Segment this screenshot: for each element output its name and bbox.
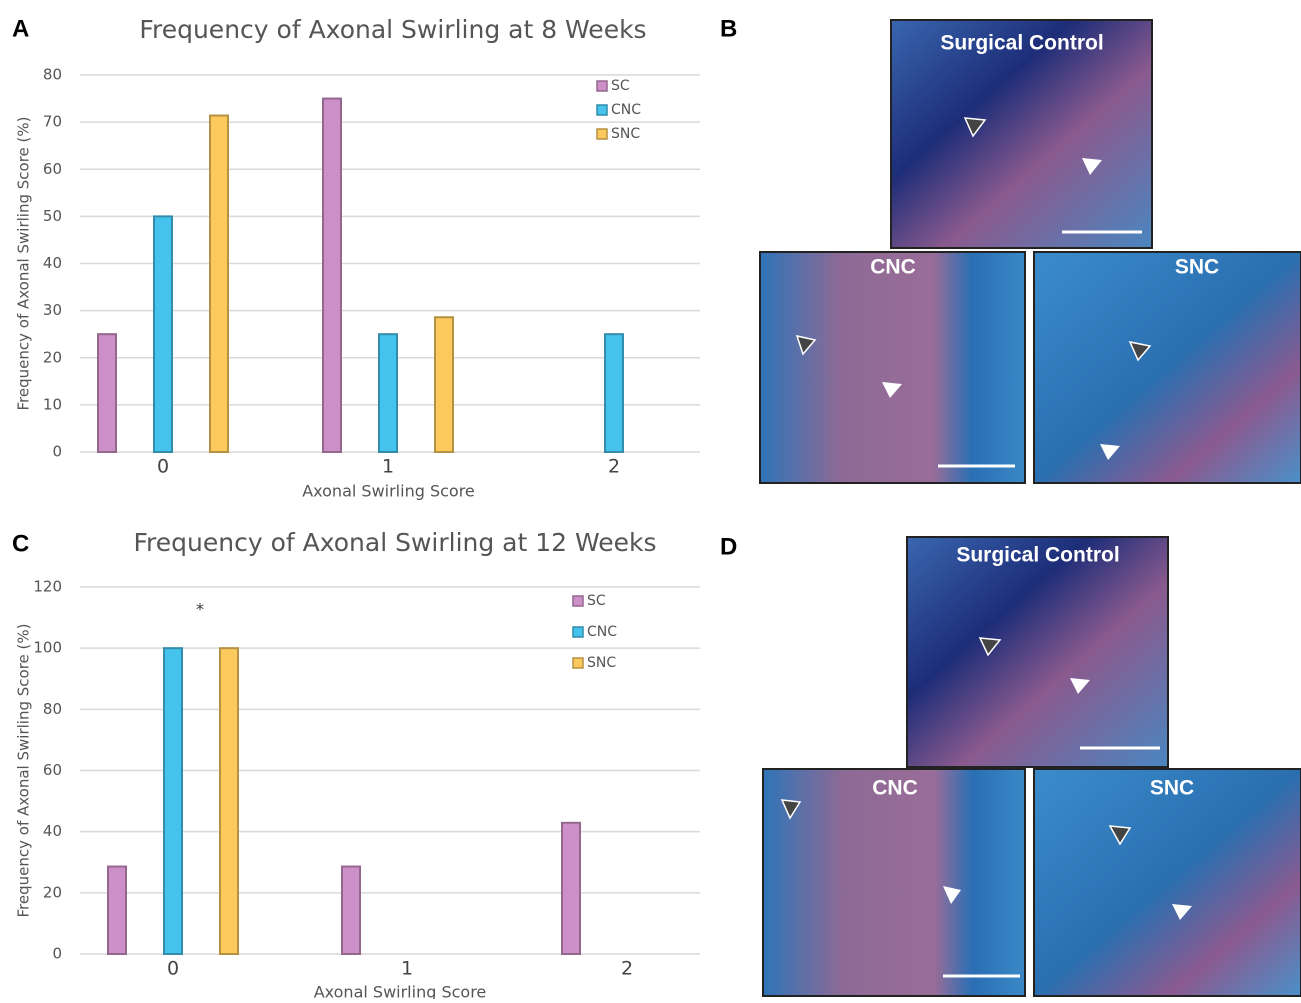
legend-swatch xyxy=(597,81,607,91)
y-tick-label: 120 xyxy=(33,578,62,596)
bar xyxy=(562,823,580,954)
x-tick-label: 1 xyxy=(382,456,394,478)
y-tick-label: 40 xyxy=(43,254,62,272)
y-axis-label: Frequency of Axonal Swirling Score (%) xyxy=(15,117,33,411)
x-tick-label: 2 xyxy=(608,456,620,478)
legend-label: CNC xyxy=(611,102,641,118)
legend-label: CNC xyxy=(587,624,617,640)
bar xyxy=(220,648,238,954)
micrograph xyxy=(1034,252,1301,483)
micrograph xyxy=(907,537,1168,767)
x-tick-label: 2 xyxy=(621,958,633,980)
y-tick-label: 20 xyxy=(43,883,62,901)
micrograph-group: Surgical Control CNC SNC xyxy=(760,20,1301,483)
image-label: SNC xyxy=(1150,777,1194,800)
bar xyxy=(98,334,116,452)
legend-swatch xyxy=(597,129,607,139)
image-label: SNC xyxy=(1175,256,1219,279)
panel-label: C xyxy=(12,530,29,557)
y-tick-label: 0 xyxy=(52,945,62,963)
chart: Frequency of Axonal Swirling at 12 Weeks… xyxy=(15,528,701,999)
bar xyxy=(164,648,182,954)
micrograph xyxy=(1034,769,1301,996)
legend-swatch xyxy=(597,105,607,115)
bar xyxy=(210,116,228,452)
bar xyxy=(379,334,397,452)
legend-label: SC xyxy=(587,593,606,609)
y-tick-label: 80 xyxy=(43,700,62,718)
bar xyxy=(154,216,172,452)
chart: Frequency of Axonal Swirling at 8 Weeks 0… xyxy=(15,15,701,501)
bar xyxy=(323,99,341,452)
x-axis-label: Axonal Swirling Score xyxy=(302,482,475,501)
legend-label: SC xyxy=(611,78,630,94)
legend-swatch xyxy=(573,596,583,606)
y-tick-label: 30 xyxy=(43,301,62,319)
x-tick-label: 0 xyxy=(157,456,169,478)
image-label: Surgical Control xyxy=(956,544,1119,567)
y-tick-label: 100 xyxy=(33,639,62,657)
micrograph-group: Surgical Control CNC SNC xyxy=(763,537,1301,996)
y-tick-label: 70 xyxy=(43,113,62,131)
y-tick-label: 20 xyxy=(43,348,62,366)
legend-label: SNC xyxy=(611,126,640,142)
bar xyxy=(342,867,360,954)
figure: A B C D Surgical Control CNC SNC Surgica… xyxy=(0,0,1301,999)
y-tick-label: 80 xyxy=(43,66,62,84)
y-tick-label: 60 xyxy=(43,160,62,178)
bar xyxy=(605,334,623,452)
y-axis-label: Frequency of Axonal Swirling Score (%) xyxy=(15,624,33,918)
x-tick-label: 0 xyxy=(167,958,179,980)
image-label: CNC xyxy=(872,777,918,800)
y-tick-label: 10 xyxy=(43,395,62,413)
panel-label: B xyxy=(720,15,737,42)
y-tick-label: 50 xyxy=(43,207,62,225)
image-label: Surgical Control xyxy=(940,32,1103,55)
bar xyxy=(108,867,126,954)
micrograph xyxy=(763,769,1025,996)
x-axis-label: Axonal Swirling Score xyxy=(314,983,487,1000)
micrograph xyxy=(760,252,1025,483)
legend-label: SNC xyxy=(587,655,616,671)
legend-swatch xyxy=(573,658,583,668)
chart-title: Frequency of Axonal Swirling at 8 Weeks xyxy=(139,15,646,44)
image-label: CNC xyxy=(870,256,916,279)
y-tick-label: 0 xyxy=(52,443,62,461)
panel-label: A xyxy=(12,15,29,42)
y-tick-label: 40 xyxy=(43,822,62,840)
bar xyxy=(435,317,453,452)
x-tick-label: 1 xyxy=(401,958,413,980)
legend-swatch xyxy=(573,627,583,637)
annotation: * xyxy=(196,600,204,619)
panel-label: D xyxy=(720,533,737,560)
chart-title: Frequency of Axonal Swirling at 12 Weeks xyxy=(133,528,656,557)
y-tick-label: 60 xyxy=(43,761,62,779)
